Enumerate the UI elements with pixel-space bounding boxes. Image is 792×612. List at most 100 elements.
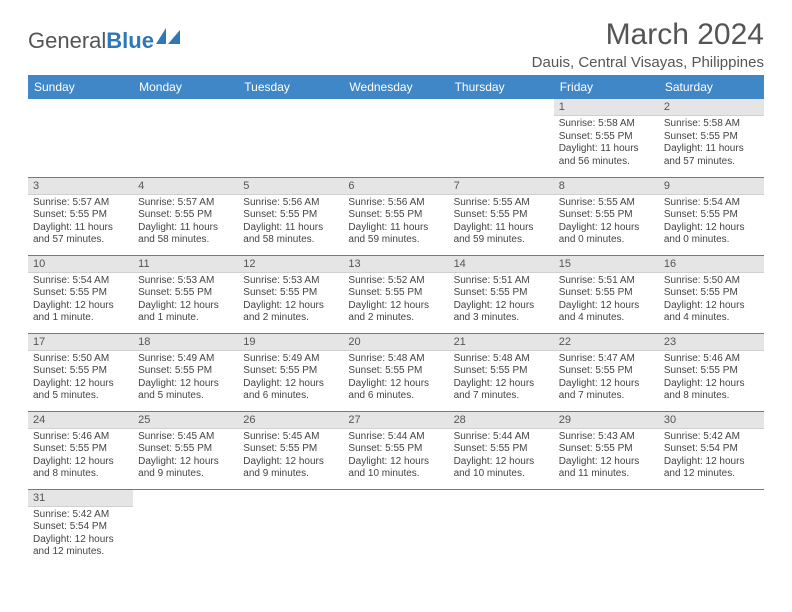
daylight-text: Daylight: 11 hours and 57 minutes. (33, 222, 128, 247)
daylight-text: Daylight: 12 hours and 11 minutes. (559, 456, 654, 481)
calendar-cell: 3Sunrise: 5:57 AMSunset: 5:55 PMDaylight… (28, 177, 133, 255)
flag-icon (156, 24, 184, 50)
day-details: Sunrise: 5:48 AMSunset: 5:55 PMDaylight:… (449, 351, 554, 407)
sunrise-text: Sunrise: 5:48 AM (454, 353, 549, 366)
calendar-cell (343, 489, 448, 567)
calendar-cell: 17Sunrise: 5:50 AMSunset: 5:55 PMDayligh… (28, 333, 133, 411)
sunrise-text: Sunrise: 5:44 AM (348, 431, 443, 444)
daylight-text: Daylight: 11 hours and 56 minutes. (559, 143, 654, 168)
day-number: 18 (133, 334, 238, 351)
daylight-text: Daylight: 12 hours and 7 minutes. (454, 378, 549, 403)
calendar-cell (449, 99, 554, 177)
day-details: Sunrise: 5:57 AMSunset: 5:55 PMDaylight:… (28, 195, 133, 251)
day-number: 9 (659, 178, 764, 195)
sunset-text: Sunset: 5:55 PM (348, 287, 443, 300)
day-number: 16 (659, 256, 764, 273)
calendar-cell: 5Sunrise: 5:56 AMSunset: 5:55 PMDaylight… (238, 177, 343, 255)
calendar-cell: 6Sunrise: 5:56 AMSunset: 5:55 PMDaylight… (343, 177, 448, 255)
daylight-text: Daylight: 12 hours and 3 minutes. (454, 300, 549, 325)
day-number: 24 (28, 412, 133, 429)
header: GeneralBlue March 2024 Dauis, Central Vi… (28, 18, 764, 71)
sunrise-text: Sunrise: 5:42 AM (664, 431, 759, 444)
sunset-text: Sunset: 5:55 PM (664, 131, 759, 144)
day-details: Sunrise: 5:51 AMSunset: 5:55 PMDaylight:… (554, 273, 659, 329)
sunset-text: Sunset: 5:55 PM (454, 365, 549, 378)
calendar-cell: 15Sunrise: 5:51 AMSunset: 5:55 PMDayligh… (554, 255, 659, 333)
day-number: 19 (238, 334, 343, 351)
calendar-cell (238, 489, 343, 567)
day-number: 29 (554, 412, 659, 429)
day-details: Sunrise: 5:52 AMSunset: 5:55 PMDaylight:… (343, 273, 448, 329)
calendar-cell: 7Sunrise: 5:55 AMSunset: 5:55 PMDaylight… (449, 177, 554, 255)
sunset-text: Sunset: 5:55 PM (454, 287, 549, 300)
day-number: 2 (659, 99, 764, 116)
day-number: 11 (133, 256, 238, 273)
calendar-cell (554, 489, 659, 567)
day-number: 22 (554, 334, 659, 351)
day-number: 21 (449, 334, 554, 351)
sunrise-text: Sunrise: 5:56 AM (348, 197, 443, 210)
sunrise-text: Sunrise: 5:49 AM (243, 353, 338, 366)
calendar-week-row: 31Sunrise: 5:42 AMSunset: 5:54 PMDayligh… (28, 489, 764, 567)
weekday-header: Wednesday (343, 75, 448, 99)
day-number: 31 (28, 490, 133, 507)
day-details: Sunrise: 5:48 AMSunset: 5:55 PMDaylight:… (343, 351, 448, 407)
calendar-cell: 20Sunrise: 5:48 AMSunset: 5:55 PMDayligh… (343, 333, 448, 411)
calendar-cell: 10Sunrise: 5:54 AMSunset: 5:55 PMDayligh… (28, 255, 133, 333)
sunrise-text: Sunrise: 5:54 AM (664, 197, 759, 210)
day-number: 8 (554, 178, 659, 195)
day-number: 27 (343, 412, 448, 429)
sunrise-text: Sunrise: 5:44 AM (454, 431, 549, 444)
day-details: Sunrise: 5:54 AMSunset: 5:55 PMDaylight:… (659, 195, 764, 251)
calendar-week-row: 17Sunrise: 5:50 AMSunset: 5:55 PMDayligh… (28, 333, 764, 411)
day-details: Sunrise: 5:47 AMSunset: 5:55 PMDaylight:… (554, 351, 659, 407)
sunset-text: Sunset: 5:55 PM (559, 287, 654, 300)
day-number: 13 (343, 256, 448, 273)
calendar-week-row: 24Sunrise: 5:46 AMSunset: 5:55 PMDayligh… (28, 411, 764, 489)
sunset-text: Sunset: 5:55 PM (664, 365, 759, 378)
sunrise-text: Sunrise: 5:50 AM (33, 353, 128, 366)
calendar-cell: 28Sunrise: 5:44 AMSunset: 5:55 PMDayligh… (449, 411, 554, 489)
calendar-cell: 12Sunrise: 5:53 AMSunset: 5:55 PMDayligh… (238, 255, 343, 333)
calendar-cell: 18Sunrise: 5:49 AMSunset: 5:55 PMDayligh… (133, 333, 238, 411)
day-details: Sunrise: 5:42 AMSunset: 5:54 PMDaylight:… (28, 507, 133, 563)
calendar-cell: 14Sunrise: 5:51 AMSunset: 5:55 PMDayligh… (449, 255, 554, 333)
daylight-text: Daylight: 12 hours and 1 minute. (33, 300, 128, 325)
day-number: 20 (343, 334, 448, 351)
daylight-text: Daylight: 12 hours and 12 minutes. (33, 534, 128, 559)
day-number: 3 (28, 178, 133, 195)
sunset-text: Sunset: 5:55 PM (454, 443, 549, 456)
day-number: 23 (659, 334, 764, 351)
calendar-cell (28, 99, 133, 177)
calendar-cell: 11Sunrise: 5:53 AMSunset: 5:55 PMDayligh… (133, 255, 238, 333)
calendar-cell: 31Sunrise: 5:42 AMSunset: 5:54 PMDayligh… (28, 489, 133, 567)
day-number: 5 (238, 178, 343, 195)
day-details: Sunrise: 5:49 AMSunset: 5:55 PMDaylight:… (133, 351, 238, 407)
calendar-cell: 29Sunrise: 5:43 AMSunset: 5:55 PMDayligh… (554, 411, 659, 489)
sunrise-text: Sunrise: 5:42 AM (33, 509, 128, 522)
daylight-text: Daylight: 12 hours and 4 minutes. (664, 300, 759, 325)
day-details: Sunrise: 5:45 AMSunset: 5:55 PMDaylight:… (238, 429, 343, 485)
sunset-text: Sunset: 5:55 PM (33, 287, 128, 300)
daylight-text: Daylight: 11 hours and 59 minutes. (348, 222, 443, 247)
day-details: Sunrise: 5:56 AMSunset: 5:55 PMDaylight:… (343, 195, 448, 251)
day-details: Sunrise: 5:46 AMSunset: 5:55 PMDaylight:… (659, 351, 764, 407)
calendar-cell (449, 489, 554, 567)
daylight-text: Daylight: 12 hours and 4 minutes. (559, 300, 654, 325)
day-number: 28 (449, 412, 554, 429)
weekday-header: Monday (133, 75, 238, 99)
daylight-text: Daylight: 12 hours and 9 minutes. (138, 456, 233, 481)
day-number: 17 (28, 334, 133, 351)
day-number: 10 (28, 256, 133, 273)
sunset-text: Sunset: 5:55 PM (348, 365, 443, 378)
day-details: Sunrise: 5:42 AMSunset: 5:54 PMDaylight:… (659, 429, 764, 485)
sunset-text: Sunset: 5:55 PM (664, 287, 759, 300)
sunset-text: Sunset: 5:55 PM (454, 209, 549, 222)
day-details: Sunrise: 5:55 AMSunset: 5:55 PMDaylight:… (554, 195, 659, 251)
day-number: 12 (238, 256, 343, 273)
sunset-text: Sunset: 5:55 PM (559, 131, 654, 144)
daylight-text: Daylight: 12 hours and 7 minutes. (559, 378, 654, 403)
sunset-text: Sunset: 5:55 PM (243, 287, 338, 300)
daylight-text: Daylight: 12 hours and 5 minutes. (33, 378, 128, 403)
daylight-text: Daylight: 11 hours and 58 minutes. (138, 222, 233, 247)
